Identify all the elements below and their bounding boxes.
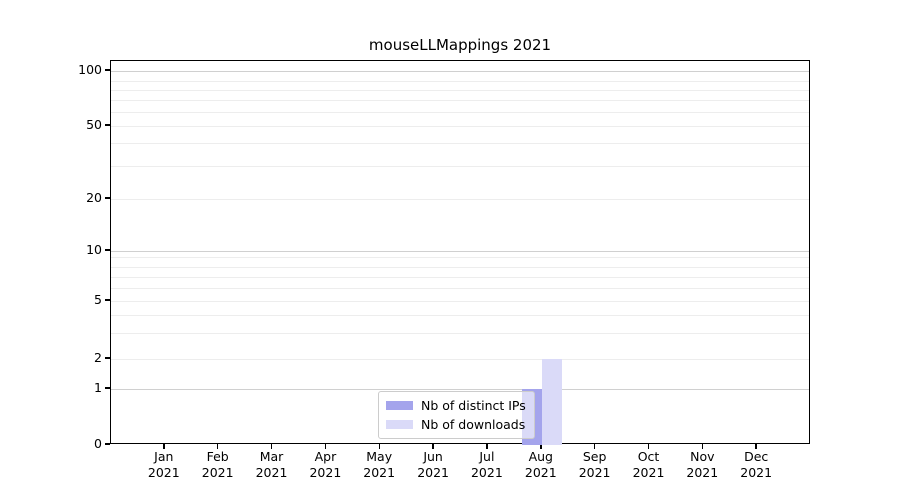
x-tick-mark-jul-2021 bbox=[486, 444, 488, 449]
y-gridline-5 bbox=[111, 301, 809, 302]
y-gridline-minor bbox=[111, 287, 809, 289]
y-tick-mark-10 bbox=[105, 249, 110, 251]
bar-nb-of-downloads-aug-2021 bbox=[541, 359, 562, 445]
y-gridline-2 bbox=[111, 359, 809, 360]
y-gridline-minor bbox=[111, 143, 809, 144]
y-tick-label-2: 2 bbox=[94, 350, 102, 365]
x-tick-label-may-2021: May 2021 bbox=[363, 449, 396, 480]
chart-title: mouseLLMappings 2021 bbox=[368, 36, 552, 54]
y-tick-label-0: 0 bbox=[94, 436, 102, 451]
x-tick-mark-nov-2021 bbox=[701, 444, 704, 449]
x-tick-label-oct-2021: Oct 2021 bbox=[632, 449, 665, 480]
x-tick-label-nov-2021: Nov 2021 bbox=[686, 449, 719, 480]
x-tick-mark-jun-2021 bbox=[432, 444, 434, 449]
y-gridline-minor bbox=[111, 332, 809, 334]
x-tick-label-jul-2021: Jul 2021 bbox=[470, 449, 503, 480]
y-gridline-minor bbox=[111, 100, 809, 101]
y-tick-label-10: 10 bbox=[86, 242, 102, 258]
y-tick-mark-5 bbox=[105, 299, 110, 301]
x-tick-mark-apr-2021 bbox=[324, 444, 327, 449]
x-tick-mark-may-2021 bbox=[378, 444, 380, 449]
y-gridline-10 bbox=[111, 251, 809, 253]
y-gridline-50 bbox=[111, 125, 809, 127]
x-tick-mark-feb-2021 bbox=[216, 444, 219, 449]
legend: Nb of distinct IPs Nb of downloads bbox=[378, 391, 535, 439]
plot-area: Nb of distinct IPs Nb of downloads bbox=[110, 60, 810, 445]
y-tick-mark-2 bbox=[105, 357, 110, 359]
y-tick-mark-0 bbox=[105, 443, 110, 445]
y-gridline-minor bbox=[111, 81, 809, 82]
x-tick-mark-aug-2021 bbox=[540, 444, 542, 449]
y-gridline-1 bbox=[111, 388, 809, 390]
y-gridline-20 bbox=[111, 198, 809, 200]
x-tick-label-feb-2021: Feb 2021 bbox=[201, 449, 234, 480]
x-tick-mark-mar-2021 bbox=[270, 444, 273, 449]
y-tick-mark-1 bbox=[105, 387, 110, 389]
y-tick-label-50: 50 bbox=[86, 116, 102, 132]
legend-label-downloads: Nb of downloads bbox=[421, 417, 526, 432]
y-tick-mark-50 bbox=[105, 124, 110, 126]
x-tick-label-dec-2021: Dec 2021 bbox=[740, 449, 773, 480]
legend-swatch-distinct-ips-icon bbox=[386, 401, 413, 410]
x-tick-mark-oct-2021 bbox=[647, 444, 650, 449]
y-tick-mark-100 bbox=[105, 69, 110, 71]
legend-label-distinct-ips: Nb of distinct IPs bbox=[421, 398, 526, 413]
x-tick-mark-dec-2021 bbox=[755, 444, 757, 449]
y-gridline-minor bbox=[111, 256, 809, 258]
x-tick-label-apr-2021: Apr 2021 bbox=[309, 449, 342, 480]
legend-entry-downloads: Nb of downloads bbox=[386, 417, 526, 432]
y-gridline-minor bbox=[111, 277, 809, 278]
y-tick-label-100: 100 bbox=[78, 62, 102, 77]
x-tick-mark-sep-2021 bbox=[593, 444, 596, 449]
y-gridline-minor bbox=[111, 165, 809, 167]
legend-entry-distinct-ips: Nb of distinct IPs bbox=[386, 398, 526, 413]
x-tick-label-jun-2021: Jun 2021 bbox=[417, 449, 449, 480]
y-gridline-minor bbox=[111, 90, 809, 91]
y-gridline-100 bbox=[111, 71, 809, 72]
x-tick-label-jan-2021: Jan 2021 bbox=[147, 449, 180, 480]
y-tick-label-1: 1 bbox=[94, 379, 102, 395]
y-gridline-minor bbox=[111, 266, 809, 268]
y-gridline-minor bbox=[111, 112, 809, 113]
y-tick-label-5: 5 bbox=[94, 292, 102, 307]
legend-swatch-downloads-icon bbox=[386, 420, 413, 429]
x-tick-label-aug-2021: Aug 2021 bbox=[524, 449, 557, 480]
y-gridline-minor bbox=[111, 314, 809, 316]
x-tick-mark-jan-2021 bbox=[163, 444, 165, 449]
x-tick-label-sep-2021: Sep 2021 bbox=[578, 449, 611, 480]
y-tick-label-20: 20 bbox=[86, 189, 102, 205]
y-tick-mark-20 bbox=[105, 197, 110, 199]
x-tick-label-mar-2021: Mar 2021 bbox=[255, 449, 288, 480]
